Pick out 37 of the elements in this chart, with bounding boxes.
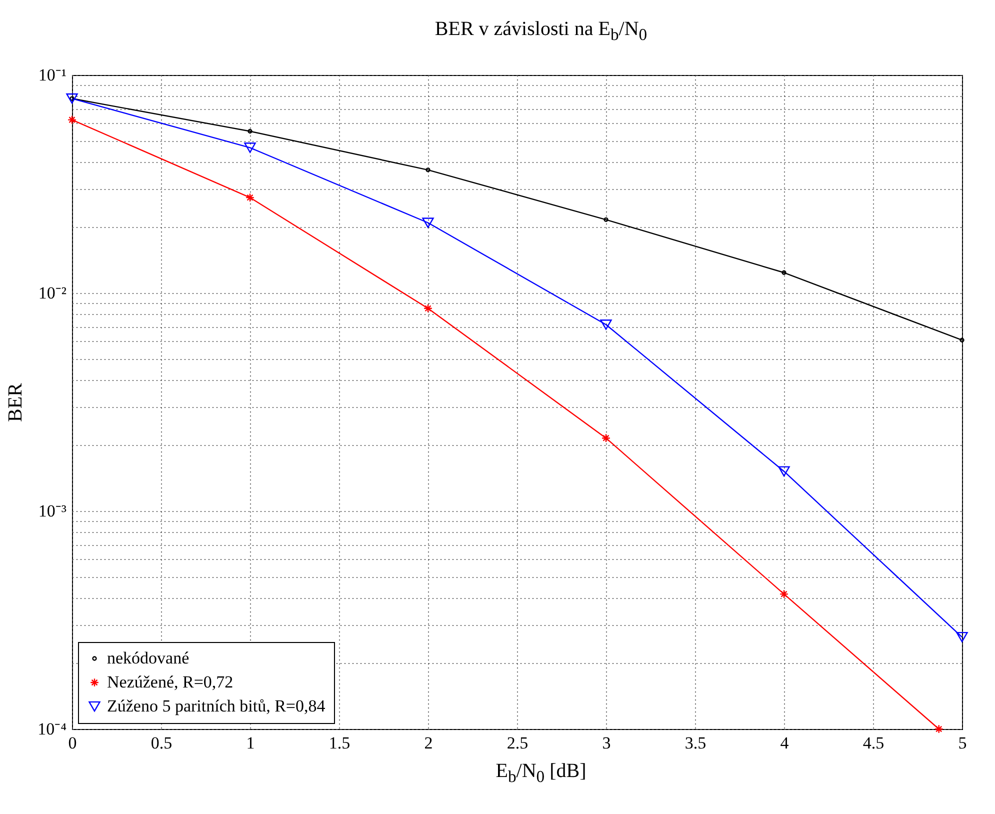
x-tick-label: 1.5 — [328, 734, 350, 752]
y-tick-label: 10⁻³ — [38, 502, 66, 520]
point — [600, 319, 612, 330]
y-tick-label: 10⁻² — [38, 284, 66, 302]
point — [244, 142, 256, 153]
point — [779, 590, 789, 599]
x-tick-label: 3 — [602, 734, 611, 752]
x-tick-label: 4 — [780, 734, 790, 752]
point — [782, 270, 786, 275]
chart-title: BER v závislosti na E$_{b}$/N$_{0}$ — [434, 18, 648, 45]
point — [248, 128, 252, 134]
x-axis-title: E$_{b}$/N$_{0}$ [dB] — [494, 760, 588, 787]
legend-label: Zúženo 5 paritních bitů, R=0,84 — [107, 696, 326, 716]
point — [67, 115, 77, 124]
point — [422, 218, 434, 228]
point — [934, 724, 944, 734]
x-tick-label: 2.5 — [506, 734, 528, 752]
point — [604, 217, 608, 222]
point — [245, 193, 255, 202]
point — [601, 434, 611, 443]
x-tick-label: 1 — [246, 734, 255, 752]
point — [956, 632, 968, 642]
y-axis-title: BER — [4, 382, 27, 422]
point — [778, 466, 790, 476]
point — [66, 93, 78, 104]
x-tick-label: 3.5 — [684, 734, 706, 752]
point — [423, 304, 433, 313]
point — [426, 168, 430, 172]
x-tick-label: 4.5 — [862, 734, 884, 752]
x-tick-label: 2 — [424, 734, 433, 752]
x-tick-label: 0 — [68, 734, 77, 752]
x-tick-label: 0.5 — [150, 734, 172, 752]
y-tick-label: 10⁻¹ — [38, 66, 66, 84]
y-tick-label: 10⁻⁴ — [38, 720, 67, 738]
legend-label: nekódované — [107, 648, 190, 668]
legend-label: Nezúžené, R=0,72 — [107, 672, 234, 692]
x-tick-label: 5 — [958, 734, 967, 752]
